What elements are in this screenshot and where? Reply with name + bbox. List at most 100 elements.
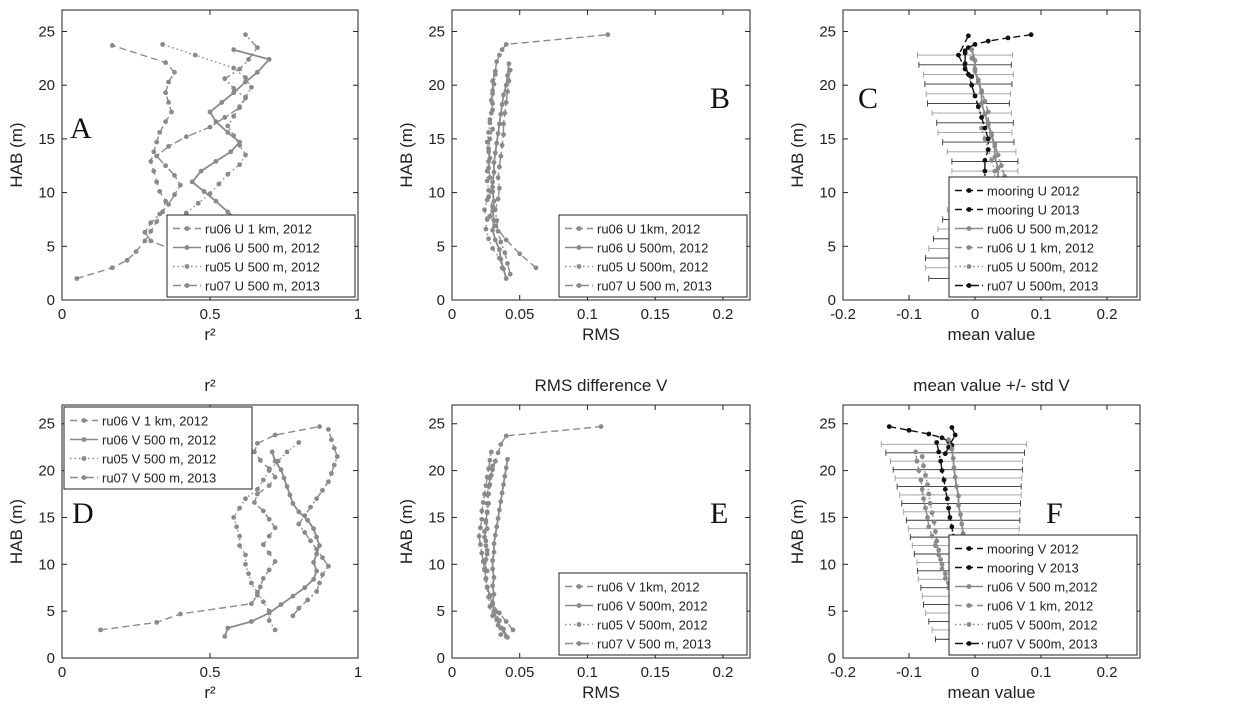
legend-entry: ru05 V 500m, 2012 [987, 618, 1098, 633]
data-point [989, 131, 994, 136]
data-point [501, 626, 506, 632]
data-point [906, 427, 912, 433]
data-point [992, 168, 998, 174]
data-point [495, 450, 501, 456]
data-point [207, 124, 213, 130]
data-point [492, 72, 498, 77]
data-point [931, 519, 937, 525]
data-point [183, 134, 189, 140]
data-point [290, 613, 296, 619]
data-point [497, 185, 502, 191]
data-point [198, 168, 204, 174]
data-point [495, 622, 501, 628]
data-point [934, 440, 940, 445]
data-point [151, 168, 157, 174]
data-point [503, 42, 509, 47]
data-point [490, 566, 495, 572]
data-point [479, 550, 485, 556]
data-point [495, 131, 501, 136]
x-tick-label: 0.05 [505, 664, 534, 681]
data-point [287, 492, 293, 498]
data-point [989, 158, 994, 163]
data-point [979, 88, 984, 93]
legend-marker [966, 603, 972, 608]
legend-entry: ru06 U 1km, 2012 [597, 222, 700, 237]
data-point [243, 561, 248, 567]
data-point [491, 160, 497, 165]
data-point [972, 66, 978, 72]
data-point [246, 571, 251, 577]
data-point [505, 456, 510, 462]
y-tick-label: 20 [819, 77, 836, 94]
data-point [498, 499, 504, 504]
data-point [272, 559, 278, 564]
data-point [491, 198, 497, 204]
x-axis-label: RMS [582, 683, 620, 702]
legend-marker [966, 565, 972, 570]
legend-marker [966, 622, 972, 627]
data-point [956, 502, 961, 508]
panel-letter: B [710, 82, 730, 115]
y-tick-label: 15 [428, 131, 445, 148]
data-point [302, 530, 308, 535]
data-point [231, 47, 237, 53]
data-point [492, 150, 498, 156]
data-point [334, 454, 340, 459]
data-point [992, 141, 998, 147]
panel-letter: A [70, 112, 92, 145]
data-point [936, 547, 942, 553]
data-point [243, 95, 248, 101]
data-point [222, 115, 228, 120]
data-point [503, 82, 509, 88]
data-point [490, 126, 495, 132]
data-point [972, 42, 978, 47]
data-point [487, 175, 493, 181]
data-point [166, 100, 172, 105]
data-point [243, 552, 248, 558]
data-point [329, 437, 334, 443]
data-point [949, 524, 955, 530]
data-point [219, 100, 225, 105]
data-point [231, 65, 237, 71]
data-point [243, 75, 248, 81]
data-point [249, 84, 254, 90]
data-point [302, 513, 308, 518]
data-point [975, 104, 981, 110]
data-point [486, 466, 491, 472]
data-point [944, 496, 950, 502]
legend-entry: ru06 V 500m, 2012 [597, 599, 708, 614]
data-point [142, 238, 148, 244]
y-tick-label: 15 [819, 131, 836, 148]
data-point [490, 463, 495, 469]
data-point [266, 567, 272, 573]
data-point [260, 508, 266, 514]
legend-entry: ru06 U 1 km, 2012 [987, 241, 1094, 256]
plot-frame [842, 404, 1141, 659]
data-point [305, 517, 311, 523]
data-point [929, 510, 935, 516]
data-point [157, 211, 163, 217]
data-point [482, 529, 487, 534]
data-point [995, 152, 1001, 158]
data-point [231, 515, 237, 520]
data-point [314, 496, 319, 502]
data-point [255, 441, 260, 446]
data-point [484, 217, 490, 222]
data-point [260, 542, 266, 547]
data-point [938, 557, 944, 562]
data-point [942, 576, 948, 581]
data-point [326, 563, 331, 569]
data-point [260, 477, 266, 483]
data-point [243, 496, 248, 502]
data-point [154, 153, 160, 159]
data-point [486, 188, 491, 193]
panel-b: RMS difference U00.050.10.150.2051015202… [397, 9, 751, 344]
data-point [266, 533, 272, 539]
data-point [163, 60, 169, 65]
data-point [225, 625, 231, 631]
data-point [533, 265, 539, 271]
series-line-3 [162, 43, 253, 271]
data-point [272, 627, 278, 633]
data-point [497, 255, 502, 261]
y-tick-label: 10 [428, 185, 445, 202]
